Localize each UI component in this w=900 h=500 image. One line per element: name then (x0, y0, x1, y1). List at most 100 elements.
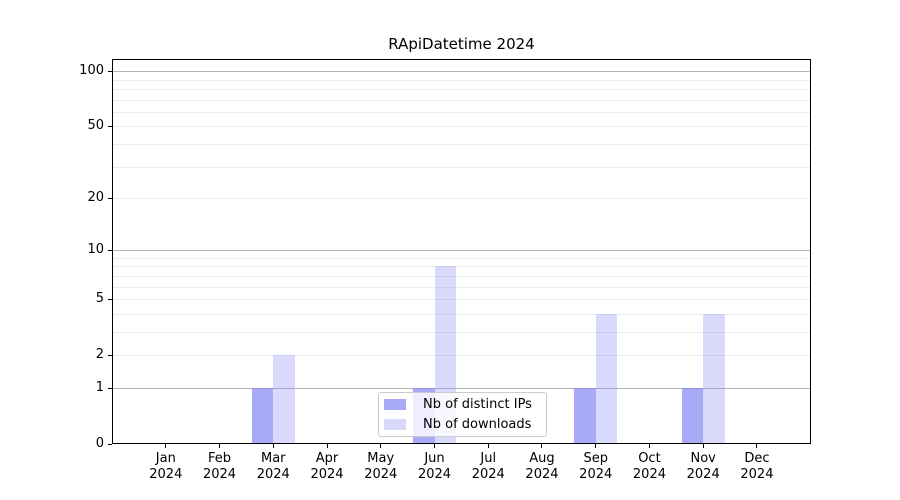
bar-distinct-ips-sep (574, 387, 596, 444)
x-tick-feb (219, 444, 221, 448)
legend-swatch-distinct-ips-icon (384, 399, 406, 410)
x-tick-month-oct: Oct (638, 451, 661, 466)
legend: Nb of distinct IPs Nb of downloads (378, 392, 547, 437)
x-tick-year-jun: 2024 (417, 467, 452, 482)
y-tick-10 (108, 250, 112, 252)
y-tick-1 (108, 387, 112, 389)
x-tick-year-apr: 2024 (310, 467, 344, 482)
y-tick-5 (108, 299, 112, 301)
bar-distinct-ips-mar (251, 387, 274, 444)
x-tick-year-jul: 2024 (471, 467, 505, 482)
y-tick-50 (108, 126, 112, 128)
y-tick-label-1: 1 (95, 379, 104, 395)
x-tick-label-may: May 2024 (353, 451, 409, 483)
gridline-minor-8 (112, 266, 811, 268)
plot-area (112, 59, 811, 444)
y-tick-label-100: 100 (79, 63, 104, 79)
x-tick-year-sep: 2024 (579, 467, 613, 482)
gridline-major-10 (112, 250, 811, 252)
y-tick-20 (108, 198, 112, 199)
x-tick-jul (487, 444, 489, 448)
gridline-minor-2 (112, 355, 811, 357)
x-tick-label-nov: Nov 2024 (675, 451, 731, 483)
x-tick-year-feb: 2024 (202, 467, 237, 482)
x-tick-label-sep: Sep 2024 (568, 451, 624, 483)
x-tick-month-nov: Nov (690, 451, 716, 466)
x-tick-year-jan: 2024 (149, 467, 183, 482)
x-tick-month-may: May (367, 451, 395, 466)
x-tick-may (380, 444, 382, 448)
plot-content (112, 59, 811, 444)
legend-item-distinct-ips: Nb of distinct IPs (384, 396, 546, 413)
x-tick-month-sep: Sep (583, 451, 608, 466)
gridline-minor-40 (112, 143, 811, 145)
x-tick-label-feb: Feb 2024 (192, 451, 248, 483)
y-tick-label-5: 5 (95, 291, 104, 307)
x-tick-month-feb: Feb (208, 451, 232, 466)
x-tick-label-dec: Dec 2024 (729, 451, 785, 483)
gridline-minor-30 (112, 166, 811, 168)
y-tick-label-50: 50 (87, 118, 104, 134)
y-tick-label-2: 2 (95, 347, 104, 363)
x-tick-month-apr: Apr (315, 451, 339, 466)
bar-downloads-nov (703, 313, 725, 444)
x-tick-month-aug: Aug (529, 451, 555, 466)
x-tick-label-jan: Jan 2024 (138, 451, 194, 483)
gridline-major-1 (112, 387, 811, 389)
x-tick-label-jun: Jun 2024 (407, 451, 463, 483)
bar-downloads-sep (595, 313, 618, 444)
y-tick-2 (108, 355, 112, 357)
y-tick-label-10: 10 (87, 242, 104, 258)
bar-downloads-mar (273, 355, 295, 444)
x-tick-year-dec: 2024 (740, 467, 774, 482)
x-tick-month-jun: Jun (424, 451, 445, 466)
x-tick-year-oct: 2024 (632, 467, 666, 482)
x-tick-year-aug: 2024 (525, 467, 559, 482)
gridline-minor-60 (112, 111, 811, 113)
chart-title: RApiDatetime 2024 (388, 35, 535, 53)
y-tick-label-20: 20 (87, 190, 104, 205)
x-tick-sep (595, 444, 597, 448)
gridline-minor-5 (112, 299, 811, 301)
x-tick-month-dec: Dec (744, 451, 770, 466)
y-tick-0 (108, 444, 112, 445)
y-tick-100 (108, 71, 112, 73)
x-tick-label-apr: Apr 2024 (299, 451, 355, 483)
x-tick-apr (326, 444, 328, 448)
x-tick-label-jul: Jul 2024 (460, 451, 516, 483)
gridline-minor-70 (112, 99, 811, 101)
gridline-minor-90 (112, 79, 811, 81)
bar-distinct-ips-nov (681, 387, 704, 444)
gridline-minor-7 (112, 275, 811, 277)
gridline-minor-20 (112, 198, 811, 199)
x-tick-year-may: 2024 (364, 467, 398, 482)
x-tick-month-mar: Mar (261, 451, 286, 466)
gridline-minor-80 (112, 88, 811, 90)
gridline-minor-3 (112, 331, 811, 333)
legend-label-distinct-ips: Nb of distinct IPs (423, 397, 532, 412)
x-tick-jun (434, 444, 435, 448)
legend-item-downloads: Nb of downloads (384, 416, 546, 433)
gridline-minor-50 (112, 126, 811, 128)
legend-label-downloads: Nb of downloads (423, 417, 532, 432)
x-tick-nov (702, 444, 704, 448)
gridline-minor-6 (112, 286, 811, 288)
x-tick-aug (541, 444, 543, 448)
x-tick-label-mar: Mar 2024 (245, 451, 301, 483)
x-tick-oct (648, 444, 650, 448)
y-tick-label-0: 0 (95, 436, 104, 451)
gridline-minor-4 (112, 313, 811, 315)
gridline-minor-9 (112, 257, 811, 259)
x-tick-dec (756, 444, 758, 448)
x-tick-year-nov: 2024 (686, 467, 720, 482)
x-tick-mar (272, 444, 274, 448)
x-tick-jan (165, 444, 167, 448)
x-tick-month-jan: Jan (155, 451, 176, 466)
gridline-major-100 (112, 71, 811, 73)
x-tick-label-oct: Oct 2024 (621, 451, 677, 483)
legend-swatch-downloads-icon (384, 419, 406, 430)
x-tick-label-aug: Aug 2024 (514, 451, 570, 483)
x-tick-year-mar: 2024 (256, 467, 290, 482)
x-tick-month-jul: Jul (480, 451, 497, 466)
